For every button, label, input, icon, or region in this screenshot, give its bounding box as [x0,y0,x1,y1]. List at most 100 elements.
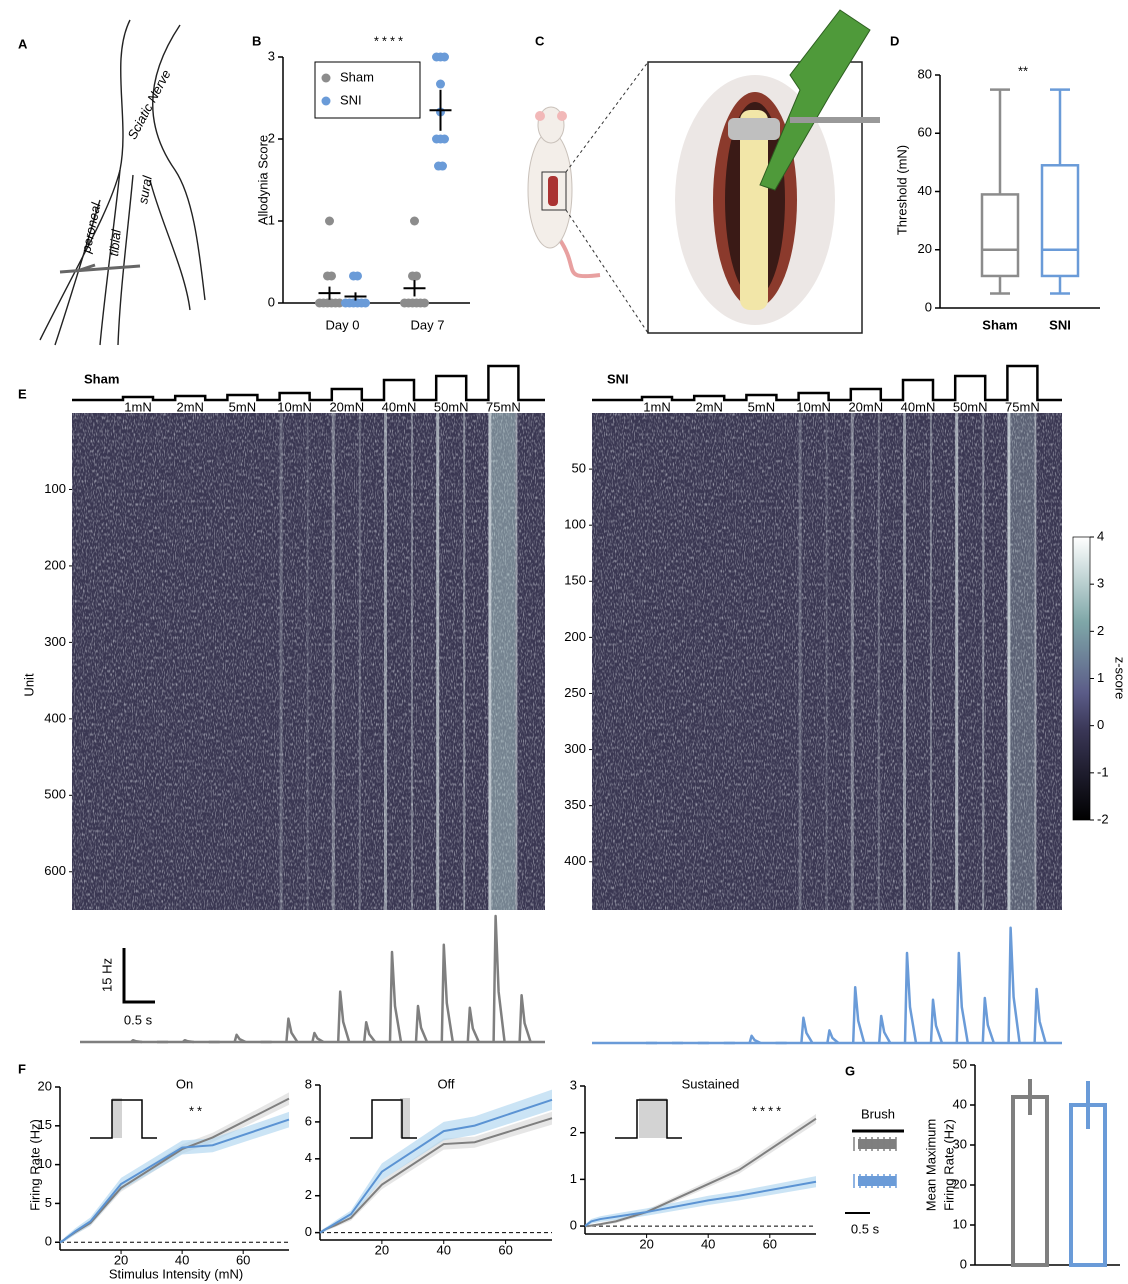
trace-spike [183,1040,194,1042]
y-tick-label: 350 [564,797,586,812]
colorbar-tick-label: 0 [1097,717,1104,732]
surgery-illustration [528,10,880,333]
figure: ABCDEFGSciatic Nerveperonealtibialsural0… [0,0,1128,1284]
legend-marker [322,97,331,106]
scale-bar-label: 15 Hz [99,958,114,992]
response-band [878,413,880,910]
chart-title: Off [437,1076,454,1091]
y-tick-label: 150 [564,573,586,588]
response-band [1034,413,1036,910]
trace-spike [364,1022,375,1042]
y-tick-label: 5 [45,1195,52,1210]
y-tick-label: 0 [925,299,932,314]
response-band [1010,413,1034,910]
y-tick-label: 2 [305,1187,312,1202]
response-band [903,413,906,910]
nerve-label: peroneal [78,200,104,255]
y-tick-label: 8 [305,1076,312,1091]
trace-spike [131,1040,142,1042]
colorbar-tick-label: 3 [1097,576,1104,591]
inset-step [90,1100,157,1138]
y-tick-label: 300 [44,634,66,649]
stimulus-label: 1mN [643,399,670,414]
y-tick-label: 200 [44,557,66,572]
response-band [851,413,854,910]
trace-spike [853,987,864,1043]
data-point [440,135,449,144]
inset-window [639,1098,667,1138]
x-tick-label: Sham [982,317,1017,332]
y-tick-label: 4 [305,1150,312,1165]
y-tick-label: 500 [44,787,66,802]
data-point [410,217,419,226]
stimulus-label: 20mN [329,399,364,414]
chart-title: On [176,1076,193,1091]
y-tick-label: 400 [564,853,586,868]
data-point [438,162,447,171]
response-band [332,413,335,910]
y-tick-label: 0 [45,1234,52,1249]
data-point [412,271,421,280]
data-point [420,299,429,308]
y-axis-label: Firing Rate (Hz) [941,1119,956,1211]
legend-label: SNI [340,92,362,107]
x-tick-label: SNI [1049,317,1071,332]
response-band [515,413,517,910]
annotation: ** [189,1103,205,1118]
y-tick-label: 50 [572,461,586,476]
trace-spike [390,952,401,1042]
nerve-label: tibial [106,228,124,257]
colorbar-label: z-score [1113,657,1128,700]
response-band [491,413,515,910]
y-tick-label: 50 [953,1056,967,1071]
y-tick-label: 20 [918,241,932,256]
y-tick-label: 100 [44,481,66,496]
y-tick-label: 0 [305,1224,312,1239]
trace-spike [931,1000,942,1043]
y-tick-label: 80 [918,66,932,81]
data-point [440,53,449,62]
colorbar-tick-label: -1 [1097,764,1109,779]
y-tick-label: 20 [38,1078,52,1093]
y-axis-label: Firing Rate (Hz) [27,1119,42,1211]
x-tick-label: Day 0 [326,317,360,332]
stimulus-label: 10mN [277,399,312,414]
stimulus-trace [592,366,1062,400]
data-point [353,271,362,280]
y-axis-label: Unit [21,673,36,697]
response-band [799,413,802,910]
trace-spike [286,1019,297,1042]
stimulus-label: 40mN [901,399,936,414]
nerve-drawing [40,20,205,345]
y-tick-label: 3 [570,1077,577,1092]
y-tick-label: 400 [44,710,66,725]
stimulus-label: 2mN [695,399,722,414]
response-band [307,413,309,910]
y-axis-label: Mean Maximum [923,1119,938,1211]
stimulus-label: 2mN [176,399,203,414]
trace-spike [957,953,968,1043]
legend-marker [322,74,331,83]
annotation: **** [374,33,406,48]
stimulus-label: 50mN [434,399,469,414]
y-tick-label: 40 [918,183,932,198]
y-tick-label: 100 [564,517,586,532]
x-tick-label: 20 [114,1252,128,1267]
panel-label: C [535,33,545,48]
trace-spike [983,998,994,1043]
colorbar [1073,537,1090,820]
scale-bar-label: 0.5 s [124,1012,153,1027]
y-tick-label: 200 [564,629,586,644]
scale-bar-label: 0.5 s [851,1221,880,1236]
response-band [384,413,387,910]
data-line [585,1119,816,1226]
x-tick-label: Day 7 [411,317,445,332]
trace-spike [827,1030,838,1043]
response-band [280,413,283,910]
y-tick-label: 300 [564,741,586,756]
stimulus-label: 1mN [124,399,151,414]
response-band [411,413,413,910]
y-tick-label: 0 [570,1218,577,1233]
stimulus-label: 75mN [1005,399,1040,414]
stimulus-label: 20mN [848,399,883,414]
